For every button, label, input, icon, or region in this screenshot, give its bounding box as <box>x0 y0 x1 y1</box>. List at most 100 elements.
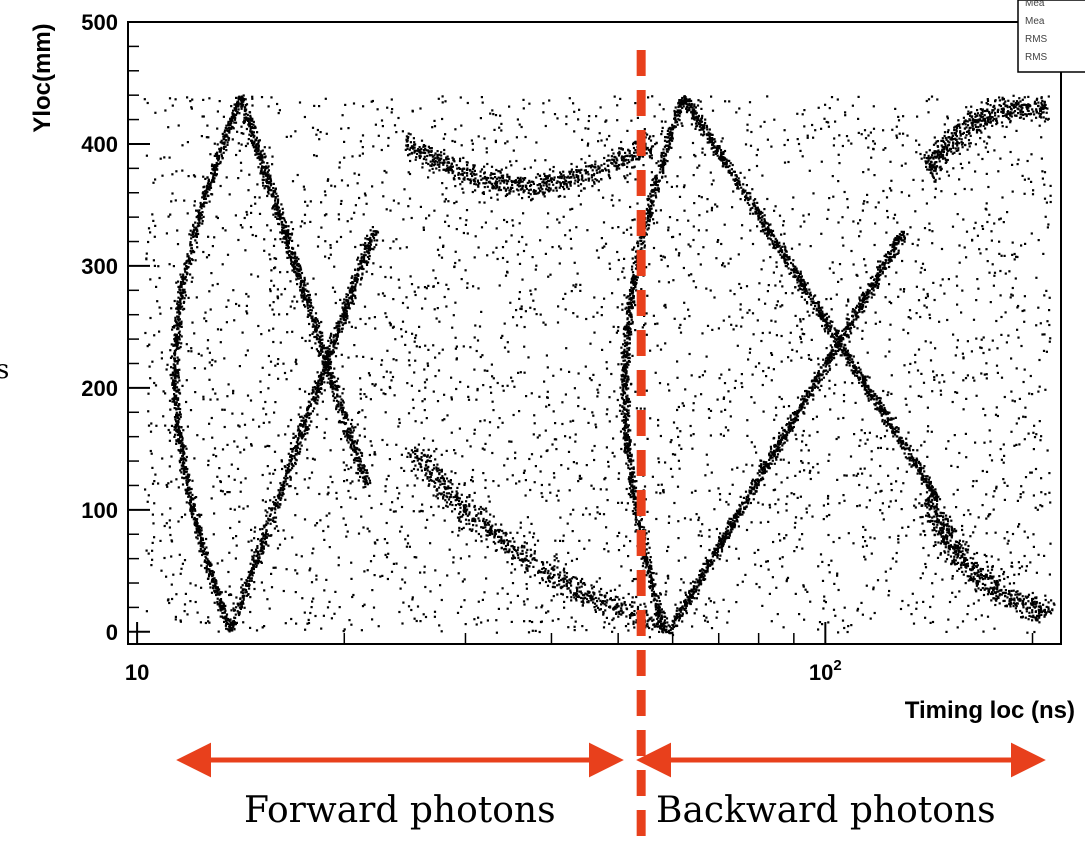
scatter-point <box>656 611 659 614</box>
scatter-point <box>533 574 536 577</box>
scatter-point <box>342 401 345 404</box>
scatter-point <box>603 600 606 603</box>
scatter-point <box>184 294 187 297</box>
scatter-point <box>600 587 603 591</box>
scatter-point <box>583 583 587 586</box>
scatter-point <box>344 316 348 319</box>
scatter-point <box>653 181 656 184</box>
scatter-point <box>329 379 332 383</box>
scatter-point <box>177 309 180 312</box>
scatter-point <box>634 149 637 152</box>
scatter-point <box>198 525 202 528</box>
scatter-point <box>577 583 580 586</box>
scatter-point <box>175 413 178 416</box>
scatter-point <box>350 302 353 305</box>
scatter-point <box>621 164 624 167</box>
scatter-point <box>651 587 654 590</box>
scatter-point <box>623 348 626 351</box>
scatter-point <box>284 235 287 239</box>
scatter-point <box>217 159 220 162</box>
scatter-point <box>346 430 349 433</box>
scatter-point <box>188 492 191 495</box>
scatter-point <box>313 398 317 402</box>
scatter-point <box>209 184 212 187</box>
scatter-point <box>595 604 598 607</box>
scatter-point <box>579 596 583 600</box>
scatter-point <box>202 552 205 555</box>
scatter-point <box>657 596 660 599</box>
scatter-point <box>332 399 335 402</box>
scatter-point <box>499 171 502 174</box>
scatter-point <box>293 262 296 265</box>
scatter-point <box>633 300 636 303</box>
scatter-point <box>563 571 566 574</box>
scatter-point <box>632 500 635 503</box>
scatter-point <box>243 594 246 597</box>
scatter-point <box>225 627 228 630</box>
scatter-point <box>615 604 618 607</box>
scatter-point <box>593 606 596 609</box>
scatter-point <box>356 272 359 275</box>
scatter-point <box>591 595 594 598</box>
scatter-point <box>225 613 229 616</box>
scatter-point <box>171 400 174 403</box>
scatter-point <box>198 513 201 516</box>
scatter-point <box>203 195 206 198</box>
scatter-point <box>233 627 236 631</box>
scatter-point <box>213 154 216 157</box>
scatter-point <box>458 517 461 520</box>
scatter-point <box>617 165 620 168</box>
scatter-point <box>320 371 323 374</box>
scatter-point <box>205 546 208 549</box>
scatter-point <box>650 616 653 619</box>
scatter-point <box>538 570 541 573</box>
scatter-point <box>591 185 594 188</box>
scatter-point <box>360 454 364 457</box>
scatter-point <box>215 163 218 166</box>
scatter-point <box>465 513 468 516</box>
scatter-point <box>276 195 279 198</box>
scatter-point <box>659 623 662 626</box>
scatter-point <box>174 379 177 382</box>
scatter-point <box>500 535 503 539</box>
scatter-point <box>280 220 284 224</box>
scatter-point <box>277 206 280 209</box>
scatter-point <box>295 450 299 453</box>
scatter-point <box>170 424 174 427</box>
scatter-point <box>652 590 655 593</box>
scatter-point <box>244 584 248 587</box>
scatter-point <box>449 481 452 484</box>
scatter-point <box>266 162 269 165</box>
scatter-point <box>173 400 176 403</box>
scatter-point <box>660 620 663 623</box>
scatter-point <box>189 501 192 504</box>
scatter-point <box>351 425 354 428</box>
scatter-point <box>341 399 344 402</box>
scatter-point <box>424 464 427 467</box>
scatter-point <box>598 166 601 169</box>
scatter-point <box>297 277 300 280</box>
scatter-point <box>265 167 268 170</box>
scatter-point <box>337 402 340 406</box>
scatter-point <box>314 335 318 338</box>
scatter-point <box>347 305 350 308</box>
scatter-point <box>563 188 566 191</box>
scatter-point <box>573 596 576 599</box>
scatter-point <box>567 187 570 190</box>
scatter-point <box>297 274 300 277</box>
scatter-point <box>443 152 446 155</box>
scatter-point <box>229 120 232 123</box>
scatter-point <box>655 593 658 596</box>
scatter-point <box>427 151 430 154</box>
scatter-point <box>315 348 318 351</box>
scatter-point <box>266 194 269 198</box>
scatter-point <box>342 314 346 317</box>
scatter-point <box>195 230 199 233</box>
scatter-point <box>213 171 216 174</box>
scatter-point <box>457 496 460 500</box>
scatter-point <box>308 404 311 407</box>
scatter-point <box>577 175 580 178</box>
scatter-point <box>331 387 334 390</box>
scatter-point <box>628 342 631 345</box>
scatter-point <box>261 171 265 174</box>
